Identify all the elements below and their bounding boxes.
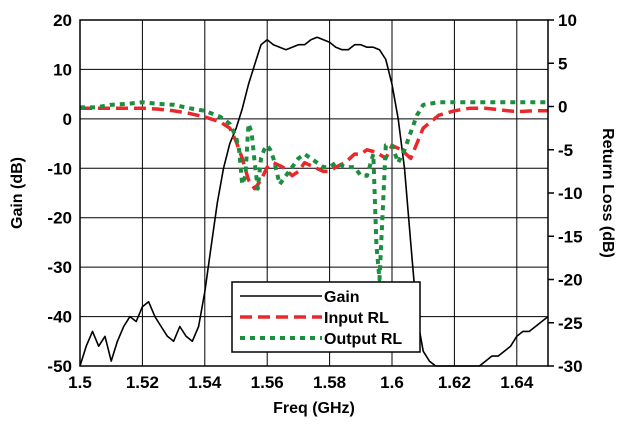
y-right-tick-label: 10 bbox=[558, 11, 577, 30]
x-tick-label: 1.62 bbox=[438, 373, 471, 392]
y-left-tick-label: -10 bbox=[47, 159, 72, 178]
x-tick-label: 1.58 bbox=[313, 373, 346, 392]
y-right-tick-label: -5 bbox=[558, 141, 573, 160]
series-line-input-rl bbox=[80, 106, 548, 191]
y-right-tick-label: 5 bbox=[558, 54, 567, 73]
legend-label-output-rl: Output RL bbox=[324, 331, 402, 348]
y-right-tick-label: -20 bbox=[558, 271, 583, 290]
y-left-tick-label: -50 bbox=[47, 357, 72, 376]
y-right-tick-label: -30 bbox=[558, 357, 583, 376]
y-right-tick-label: 0 bbox=[558, 98, 567, 117]
y-right-tick-label: -15 bbox=[558, 227, 583, 246]
y-left-tick-label: 0 bbox=[63, 110, 72, 129]
y-axis-right-label: Return Loss (dB) bbox=[599, 128, 616, 258]
x-tick-label: 1.56 bbox=[251, 373, 284, 392]
x-tick-label: 1.6 bbox=[380, 373, 404, 392]
y-left-tick-label: -40 bbox=[47, 308, 72, 327]
x-tick-label: 1.54 bbox=[188, 373, 222, 392]
y-axis-left-label: Gain (dB) bbox=[9, 157, 26, 229]
y-left-ticks: 20 10 0 -10 -20 -30 -40 -50 bbox=[47, 11, 72, 376]
y-left-tick-label: 20 bbox=[53, 11, 72, 30]
y-right-tick-label: -10 bbox=[558, 184, 583, 203]
series-line-output-rl bbox=[80, 100, 548, 282]
y-right-tick-label: -25 bbox=[558, 314, 583, 333]
legend-label-input-rl: Input RL bbox=[324, 310, 389, 327]
grid bbox=[79, 19, 548, 367]
x-ticks: 1.5 1.52 1.54 1.56 1.58 1.6 1.62 1.64 bbox=[68, 373, 534, 392]
x-tick-label: 1.64 bbox=[500, 373, 534, 392]
y-left-tick-label: -30 bbox=[47, 258, 72, 277]
legend-label-gain: Gain bbox=[324, 289, 360, 306]
y-right-ticks: 10 5 0 -5 -10 -15 -20 -25 -30 bbox=[548, 11, 583, 376]
x-axis-label: Freq (GHz) bbox=[273, 400, 355, 417]
legend: Gain Input RL Output RL bbox=[231, 281, 421, 353]
x-tick-label: 1.52 bbox=[126, 373, 159, 392]
y-left-tick-label: -20 bbox=[47, 209, 72, 228]
x-tick-label: 1.5 bbox=[68, 373, 92, 392]
y-left-tick-label: 10 bbox=[53, 60, 72, 79]
